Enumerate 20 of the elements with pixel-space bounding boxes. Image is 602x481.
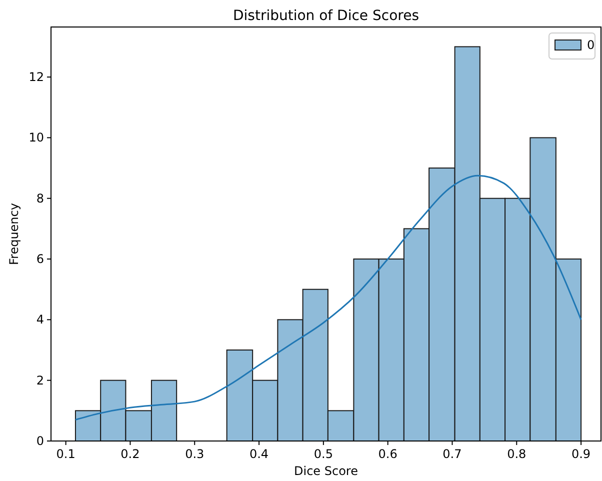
y-tick-label: 6 — [36, 252, 44, 266]
y-tick-label: 4 — [36, 312, 44, 327]
x-tick-label: 0.5 — [314, 447, 333, 461]
x-axis-title: Dice Score — [294, 464, 358, 478]
y-tick-label: 2 — [36, 373, 44, 388]
y-tick-label: 0 — [36, 434, 44, 448]
x-tick-label: 0.8 — [507, 447, 526, 461]
y-tick-label: 8 — [36, 191, 44, 206]
x-tick-label: 0.3 — [185, 447, 204, 461]
x-tick-label: 0.7 — [442, 447, 462, 461]
x-tick-label: 0.4 — [249, 447, 269, 461]
y-axis-title: Frequency — [7, 203, 21, 265]
legend-label: 0 — [587, 38, 595, 52]
x-tick-label: 0.2 — [120, 447, 140, 461]
y-tick-label: 12 — [28, 70, 44, 84]
x-tick-label: 0.1 — [56, 447, 76, 461]
y-tick-label: 10 — [28, 130, 44, 145]
x-tick-label: 0.6 — [378, 447, 398, 461]
chart-title: Distribution of Dice Scores — [232, 8, 420, 24]
x-tick-label: 0.9 — [571, 447, 591, 461]
